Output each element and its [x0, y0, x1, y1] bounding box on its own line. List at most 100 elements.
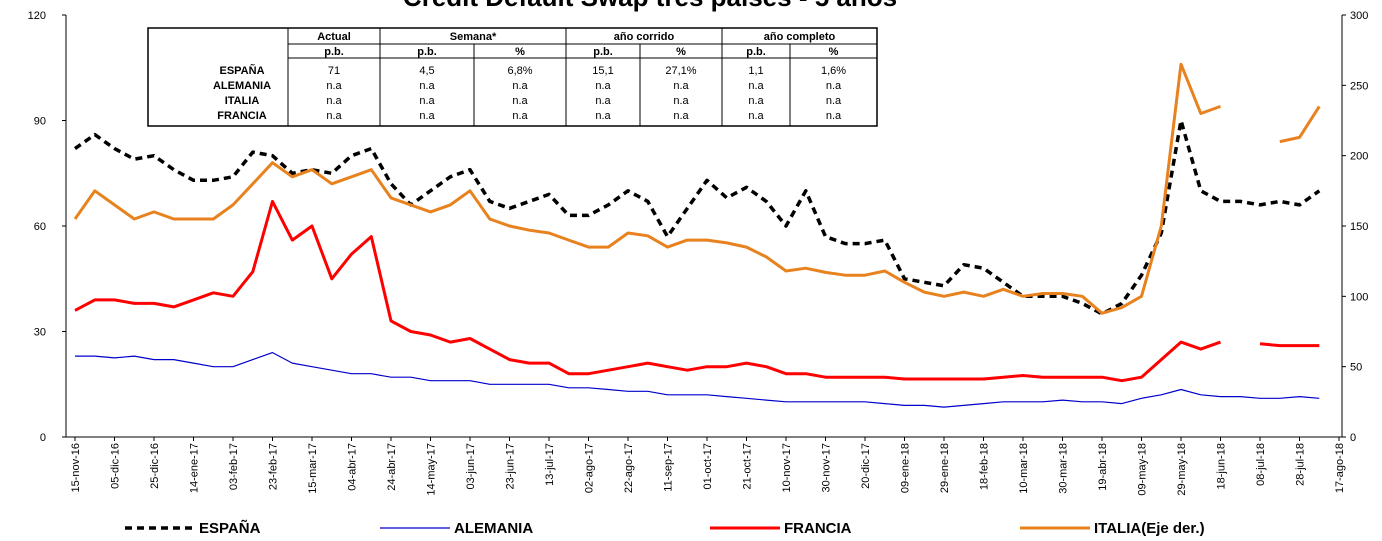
x-tick-label: 08-jul-18 — [1255, 443, 1267, 486]
table-subheader: % — [829, 46, 839, 58]
table-header: Semana* — [450, 31, 497, 43]
x-tick-label: 14-ene-17 — [189, 443, 201, 493]
x-tick-label: 10-nov-17 — [781, 443, 793, 493]
x-tick-label: 15-nov-16 — [70, 443, 82, 493]
table-cell: 6,8% — [507, 65, 532, 77]
x-tick-label: 21-oct-17 — [742, 443, 754, 489]
table-header: año completo — [764, 31, 836, 43]
x-tick-label: 04-abr-17 — [347, 443, 359, 491]
table-cell: n.a — [326, 80, 342, 92]
subheader-cell — [789, 43, 878, 59]
table-cell: n.a — [419, 95, 435, 107]
x-tick-label: 05-dic-16 — [110, 443, 122, 489]
table-cell: n.a — [595, 110, 611, 122]
y2-tick-label: 50 — [1350, 362, 1362, 374]
x-tick-label: 19-abr-18 — [1097, 443, 1109, 491]
x-tick-label: 09-may-18 — [1137, 443, 1149, 496]
x-tick-label: 02-ago-17 — [584, 443, 596, 493]
legend-label: FRANCIA — [784, 520, 852, 537]
table-subheader: % — [676, 46, 686, 58]
table-cell: 15,1 — [592, 65, 613, 77]
table-cell: n.a — [673, 80, 689, 92]
table-cell: n.a — [748, 95, 764, 107]
table-cell: n.a — [326, 110, 342, 122]
table-header: Actual — [317, 31, 351, 43]
x-tick-label: 09-ene-18 — [900, 443, 912, 493]
row-label: ESPAÑA — [219, 64, 264, 77]
series-line — [73, 118, 1321, 316]
y2-tick-label: 0 — [1350, 432, 1356, 444]
table-cell: 1,6% — [821, 65, 846, 77]
y-tick-label: 0 — [40, 432, 46, 444]
x-tick-label: 10-mar-18 — [1018, 443, 1030, 494]
table-cell: n.a — [419, 80, 435, 92]
x-tick-label: 03-feb-17 — [228, 443, 240, 490]
y2-tick-label: 200 — [1350, 151, 1368, 163]
table-cell: n.a — [673, 95, 689, 107]
table-cell: 71 — [328, 65, 340, 77]
table-cell: n.a — [512, 95, 528, 107]
table-cell: n.a — [826, 110, 842, 122]
legend-label: ITALIA(Eje der.) — [1094, 520, 1205, 537]
y-tick-label: 30 — [34, 327, 46, 339]
summary-table: Actual Semana* año corrido año completo p.b.… — [147, 27, 878, 127]
x-tick-label: 17-ago-18 — [1334, 443, 1346, 493]
x-tick-label: 25-dic-16 — [149, 443, 161, 489]
table-subheader: p.b. — [746, 46, 766, 58]
y2-tick-label: 300 — [1350, 10, 1368, 22]
x-tick-label: 15-mar-17 — [307, 443, 319, 494]
table-cell: n.a — [419, 110, 435, 122]
x-tick-label: 03-jun-17 — [465, 443, 477, 489]
legend-label: ESPAÑA — [199, 519, 261, 537]
x-tick-label: 11-sep-17 — [663, 443, 675, 492]
x-tick-label: 30-mar-18 — [1058, 443, 1070, 494]
x-tick-label: 30-nov-17 — [821, 443, 833, 493]
table-subheader: % — [515, 46, 525, 58]
chart-title: Credit Default Swap tres países - 5 años — [403, 0, 897, 12]
y-tick-label: 90 — [34, 116, 46, 128]
table-cell: n.a — [595, 80, 611, 92]
x-tick-label: 29-may-18 — [1176, 443, 1188, 496]
x-tick-label: 20-dic-17 — [860, 443, 872, 489]
x-tick-label: 18-jun-18 — [1216, 443, 1228, 489]
x-tick-label: 29-ene-18 — [939, 443, 951, 493]
x-tick-label: 18-feb-18 — [979, 443, 991, 490]
y2-tick-label: 250 — [1350, 80, 1368, 92]
row-label: ALEMANIA — [213, 80, 271, 92]
row-label: FRANCIA — [217, 110, 267, 122]
table-cell: 4,5 — [419, 65, 434, 77]
x-tick-label: 14-may-17 — [426, 443, 438, 496]
x-tick-label: 13-jul-17 — [544, 443, 556, 486]
x-tick-label: 01-oct-17 — [702, 443, 714, 489]
row-label: ITALIA — [225, 95, 260, 107]
table-cell: n.a — [595, 95, 611, 107]
table-cell: 27,1% — [665, 65, 696, 77]
x-tick-label: 22-ago-17 — [623, 443, 635, 493]
table-cell: n.a — [673, 110, 689, 122]
series-line — [75, 352, 1320, 408]
series-line — [74, 199, 1320, 383]
table-cell: n.a — [326, 95, 342, 107]
x-tick-label: 23-jun-17 — [505, 443, 517, 489]
table-cell: n.a — [512, 110, 528, 122]
table-cell: n.a — [512, 80, 528, 92]
table-cell: n.a — [826, 95, 842, 107]
table-header: año corrido — [614, 31, 675, 43]
table-cell: n.a — [748, 110, 764, 122]
x-tick-label: 24-abr-17 — [386, 443, 398, 491]
table-subheader: p.b. — [593, 46, 613, 58]
y-tick-label: 60 — [34, 221, 46, 233]
x-tick-label: 28-jul-18 — [1295, 443, 1307, 486]
x-tick-label: 23-feb-17 — [268, 443, 280, 490]
y2-tick-label: 100 — [1350, 291, 1368, 303]
table-cell: 1,1 — [748, 65, 763, 77]
y-tick-label: 120 — [28, 10, 46, 22]
series-line — [73, 62, 1321, 315]
table-subheader: p.b. — [324, 46, 344, 58]
table-cell: n.a — [826, 80, 842, 92]
legend-label: ALEMANIA — [454, 520, 533, 537]
table-subheader: p.b. — [417, 46, 437, 58]
y2-tick-label: 150 — [1350, 221, 1368, 233]
table-cell: n.a — [748, 80, 764, 92]
